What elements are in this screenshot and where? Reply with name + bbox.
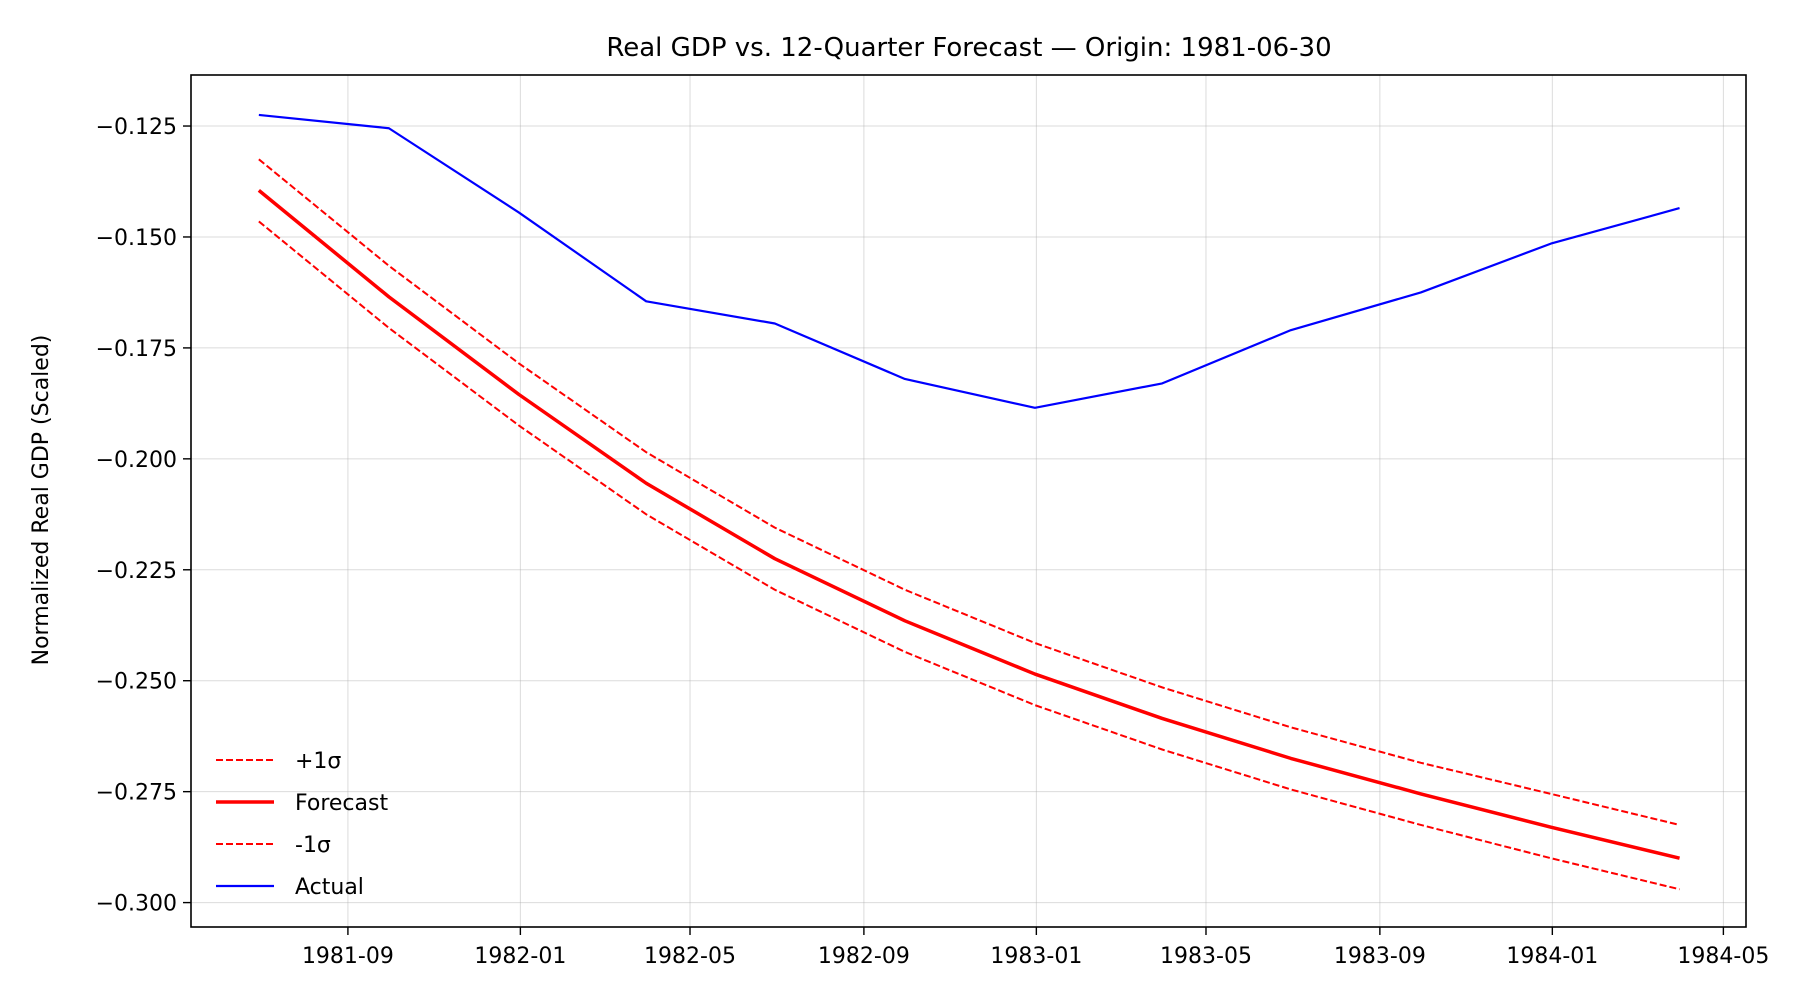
data-point-1-11 xyxy=(1679,824,1680,825)
chart-title: Real GDP vs. 12-Quarter Forecast — Origi… xyxy=(606,33,1331,63)
legend-item-forecast: Forecast xyxy=(216,791,388,816)
x-tick-label-1982-05: 1982-05 xyxy=(644,944,736,969)
y-tick-label-y7: −0.300 xyxy=(96,892,177,917)
data-point-1-8 xyxy=(1290,727,1291,728)
legend-label-forecast: Forecast xyxy=(295,791,388,816)
legend-item-minus-1-sigma: -1σ xyxy=(216,833,331,858)
data-point-forecast-8 xyxy=(1290,758,1291,759)
data-point-actual-9 xyxy=(1420,292,1421,293)
data-point-1-0 xyxy=(258,221,259,222)
data-point-forecast-11 xyxy=(1679,858,1680,859)
data-point-1-11 xyxy=(1679,889,1680,890)
plot-frame xyxy=(190,74,1747,928)
data-point-1-1 xyxy=(388,327,389,328)
data-point-actual-2 xyxy=(518,212,519,213)
data-point-forecast-9 xyxy=(1420,793,1421,794)
data-point-forecast-2 xyxy=(518,394,519,395)
x-tick-label-1983-05: 1983-05 xyxy=(1160,944,1252,969)
data-point-1-0 xyxy=(258,159,259,160)
data-point-forecast-4 xyxy=(774,558,775,559)
y-axis-label: Normalized Real GDP (Scaled) xyxy=(29,335,54,666)
series-line-1 xyxy=(258,158,1680,826)
data-point-actual-8 xyxy=(1290,330,1291,331)
data-point-actual-6 xyxy=(1034,407,1035,408)
data-point-1-10 xyxy=(1550,858,1551,859)
data-point-1-7 xyxy=(1162,749,1163,750)
data-point-1-6 xyxy=(1034,705,1035,706)
data-point-1-8 xyxy=(1290,789,1291,790)
data-point-forecast-0 xyxy=(258,190,259,191)
x-tick-label-1984-01: 1984-01 xyxy=(1506,944,1598,969)
x-tick-label-1983-09: 1983-09 xyxy=(1334,944,1426,969)
y-tick-label-y6: −0.275 xyxy=(96,781,177,806)
data-point-forecast-6 xyxy=(1034,674,1035,675)
y-tick-label-y2: −0.175 xyxy=(96,337,177,362)
data-point-1-9 xyxy=(1420,762,1421,763)
series-line-1 xyxy=(258,220,1680,891)
legend-label-minus-1-sigma: -1σ xyxy=(295,833,331,858)
y-tick-label-y5: −0.250 xyxy=(96,670,177,695)
plot-lines xyxy=(257,113,1680,891)
series-line-actual xyxy=(258,113,1680,409)
y-tick-label-y1: −0.150 xyxy=(96,226,177,251)
y-tick-label-y4: −0.225 xyxy=(96,559,177,584)
x-tick-label-1982-09: 1982-09 xyxy=(818,944,910,969)
data-point-forecast-1 xyxy=(388,296,389,297)
x-tick-label-1981-09: 1981-09 xyxy=(302,944,394,969)
legend-label-plus-1-sigma: +1σ xyxy=(295,749,341,774)
data-point-1-5 xyxy=(904,589,905,590)
y-axis: −0.125 −0.150 −0.175 −0.200 −0.225 −0.250 −0.2… xyxy=(96,115,191,917)
x-axis: 1981-09 1982-01 1982-05 1982-09 1983-01 1983-… xyxy=(302,927,1769,969)
legend: +1σ Forecast -1σ Actual xyxy=(216,749,388,900)
x-tick-label-1984-05: 1984-05 xyxy=(1677,944,1769,969)
data-point-1-3 xyxy=(646,514,647,515)
data-point-actual-3 xyxy=(646,301,647,302)
data-point-1-2 xyxy=(518,363,519,364)
data-point-actual-11 xyxy=(1679,208,1680,209)
data-point-1-9 xyxy=(1420,824,1421,825)
data-point-actual-1 xyxy=(388,128,389,129)
data-point-actual-10 xyxy=(1550,243,1551,244)
data-point-1-2 xyxy=(518,425,519,426)
data-point-1-6 xyxy=(1034,643,1035,644)
x-tick-label-1982-01: 1982-01 xyxy=(474,944,566,969)
y-tick-label-y0: −0.125 xyxy=(96,115,177,140)
data-point-1-10 xyxy=(1550,793,1551,794)
data-point-actual-7 xyxy=(1162,383,1163,384)
x-tick-label-1983-01: 1983-01 xyxy=(990,944,1082,969)
data-point-1-4 xyxy=(774,589,775,590)
series-line-forecast xyxy=(257,189,1680,860)
data-point-actual-4 xyxy=(774,323,775,324)
y-tick-label-y3: −0.200 xyxy=(96,448,177,473)
data-point-1-5 xyxy=(904,651,905,652)
data-point-forecast-10 xyxy=(1550,827,1551,828)
data-point-forecast-3 xyxy=(646,483,647,484)
data-point-forecast-7 xyxy=(1162,718,1163,719)
data-point-1-7 xyxy=(1162,687,1163,688)
data-point-forecast-5 xyxy=(904,620,905,621)
legend-label-actual: Actual xyxy=(295,875,364,900)
data-point-1-3 xyxy=(646,452,647,453)
data-point-1-1 xyxy=(388,265,389,266)
data-point-actual-0 xyxy=(258,114,259,115)
legend-item-plus-1-sigma: +1σ xyxy=(216,749,341,774)
data-point-actual-5 xyxy=(904,378,905,379)
data-point-1-4 xyxy=(774,527,775,528)
grid xyxy=(191,75,1746,927)
legend-item-actual: Actual xyxy=(216,875,364,900)
